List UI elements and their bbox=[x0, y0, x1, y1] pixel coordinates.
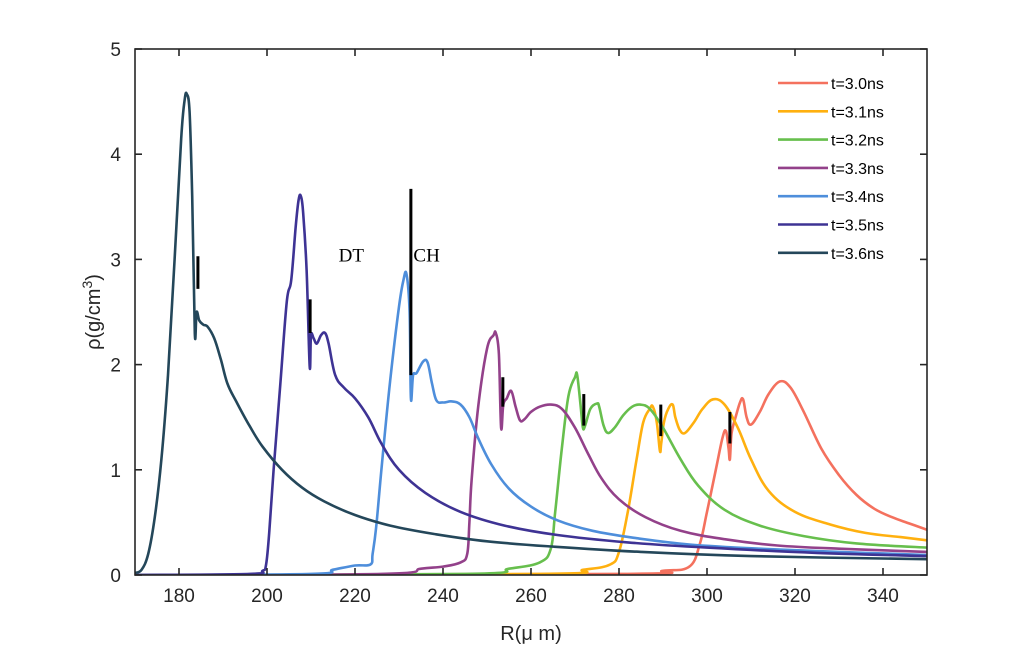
annotation-dt: DT bbox=[339, 245, 365, 266]
series-line-t-3-5ns bbox=[135, 193, 927, 575]
y-axis-label-sup: 3 bbox=[79, 281, 95, 289]
y-tick-label: 3 bbox=[110, 250, 121, 271]
series-line-t-3-1ns bbox=[135, 397, 927, 575]
y-axis-label-main: ρ(g/cm bbox=[83, 289, 105, 350]
annotations: DT CH bbox=[339, 245, 440, 266]
y-tick-label: 1 bbox=[110, 461, 121, 482]
annotation-ch: CH bbox=[413, 245, 440, 266]
x-tick-label: 240 bbox=[427, 586, 459, 607]
legend-label: t=3.6ns bbox=[831, 246, 884, 263]
x-tick-label: 220 bbox=[339, 586, 371, 607]
legend-item: t=3.1ns bbox=[778, 104, 884, 121]
legend-item: t=3.6ns bbox=[778, 246, 884, 263]
legend-item: t=3.3ns bbox=[778, 161, 884, 178]
x-tick-label: 300 bbox=[691, 586, 723, 607]
x-axis-label: R(μ m) bbox=[500, 623, 562, 645]
legend-item: t=3.2ns bbox=[778, 133, 884, 150]
legend-label: t=3.2ns bbox=[831, 133, 884, 150]
legend-label: t=3.3ns bbox=[831, 161, 884, 178]
series-line-t-3-4ns bbox=[135, 270, 927, 575]
axes bbox=[134, 48, 928, 576]
legend-item: t=3.5ns bbox=[778, 218, 884, 235]
plot-frame bbox=[134, 48, 928, 576]
legend-item: t=3.0ns bbox=[778, 76, 884, 93]
x-tick-label: 180 bbox=[163, 586, 195, 607]
series-line-t-3-3ns bbox=[135, 330, 927, 575]
x-tick-label: 320 bbox=[779, 586, 811, 607]
legend: t=3.0ns t=3.1ns t=3.2ns t=3.3ns t=3.4ns t=3.5… bbox=[778, 76, 884, 263]
y-tick-label: 0 bbox=[110, 566, 121, 587]
x-tick-label: 280 bbox=[603, 586, 635, 607]
y-tick-label: 5 bbox=[110, 40, 121, 61]
legend-label: t=3.1ns bbox=[831, 104, 884, 121]
x-tick-label: 340 bbox=[867, 586, 899, 607]
y-axis-label-close: ) bbox=[83, 274, 105, 281]
x-ticks: 180 200 220 240 260 280 300 320 340 bbox=[163, 49, 899, 607]
y-tick-label: 4 bbox=[110, 145, 121, 166]
x-tick-label: 260 bbox=[515, 586, 547, 607]
interface-markers bbox=[196, 188, 732, 444]
series-layer bbox=[135, 91, 927, 575]
legend-item: t=3.4ns bbox=[778, 189, 884, 206]
y-tick-label: 2 bbox=[110, 356, 121, 377]
legend-label: t=3.5ns bbox=[831, 218, 884, 235]
legend-label: t=3.0ns bbox=[831, 76, 884, 93]
y-ticks: 0 1 2 3 4 5 bbox=[110, 40, 927, 587]
series-line-t-3-0ns bbox=[135, 379, 927, 575]
legend-label: t=3.4ns bbox=[831, 189, 884, 206]
series-line-t-3-2ns bbox=[135, 371, 927, 575]
series-line-t-3-6ns bbox=[135, 91, 927, 575]
x-tick-label: 200 bbox=[251, 586, 283, 607]
y-axis-label: ρ(g/cm3) bbox=[79, 274, 105, 350]
